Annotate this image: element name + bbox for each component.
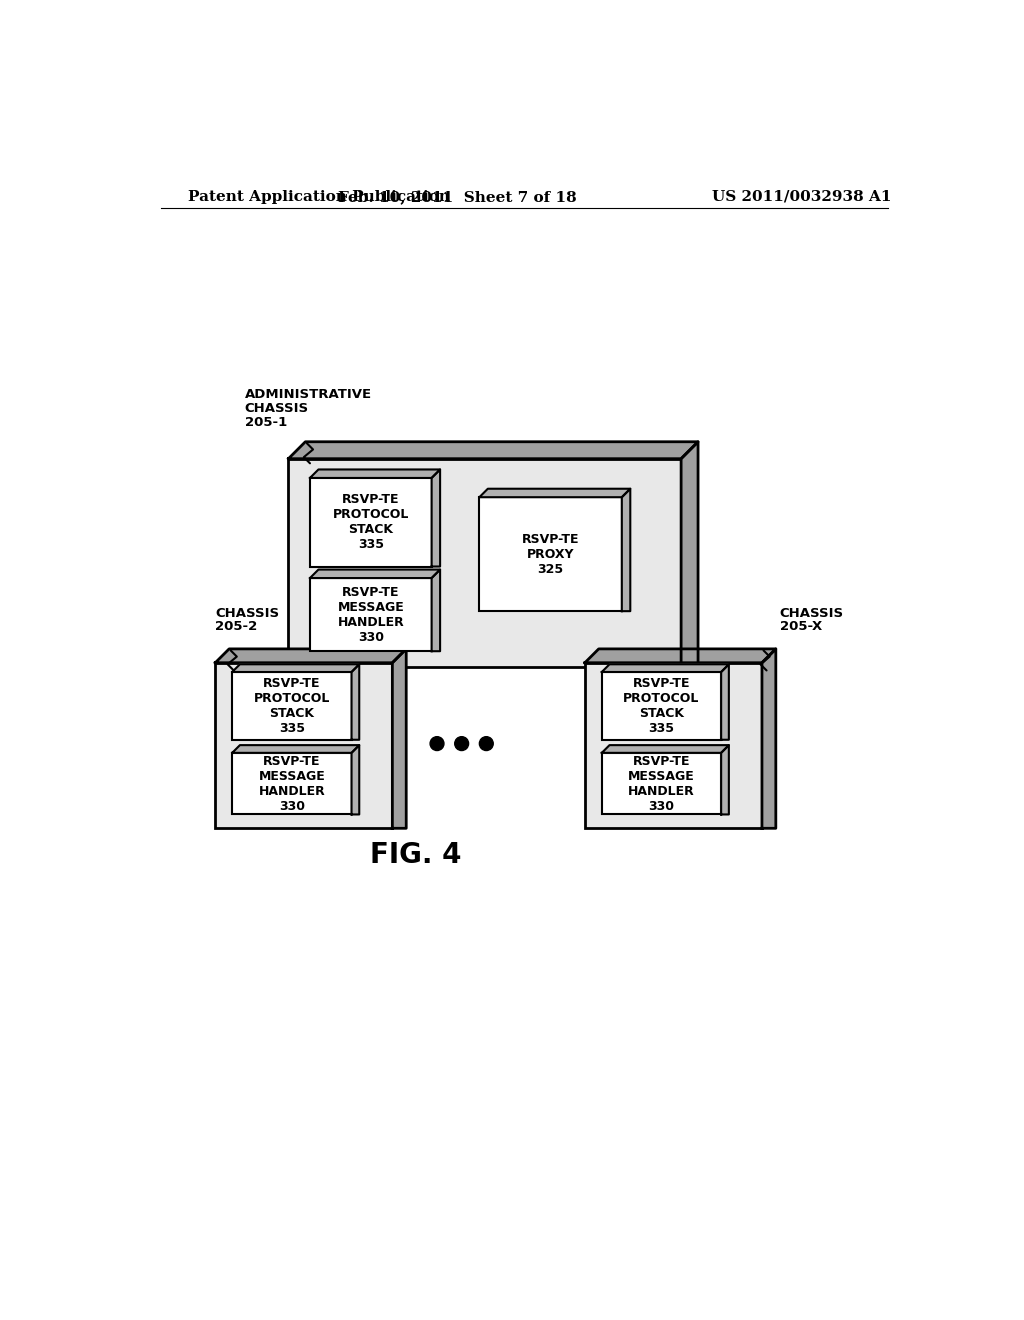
Text: RSVP-TE
PROXY
325: RSVP-TE PROXY 325 <box>522 533 580 576</box>
Polygon shape <box>351 744 359 814</box>
Polygon shape <box>351 664 359 739</box>
Text: 205-X: 205-X <box>779 620 822 634</box>
Polygon shape <box>432 570 440 651</box>
Text: ADMINISTRATIVE: ADMINISTRATIVE <box>245 388 372 401</box>
Polygon shape <box>392 649 407 829</box>
Polygon shape <box>721 744 729 814</box>
Text: RSVP-TE
MESSAGE
HANDLER
330: RSVP-TE MESSAGE HANDLER 330 <box>628 755 695 813</box>
Text: US 2011/0032938 A1: US 2011/0032938 A1 <box>712 190 892 203</box>
Polygon shape <box>232 664 359 672</box>
Bar <box>289 459 681 667</box>
Polygon shape <box>681 442 698 667</box>
Circle shape <box>479 737 494 751</box>
Circle shape <box>430 737 444 751</box>
Text: RSVP-TE
PROTOCOL
STACK
335: RSVP-TE PROTOCOL STACK 335 <box>254 677 330 735</box>
Polygon shape <box>479 488 631 498</box>
Polygon shape <box>310 470 440 478</box>
Text: 205-1: 205-1 <box>245 416 287 429</box>
Polygon shape <box>585 649 776 663</box>
Text: FIG. 4: FIG. 4 <box>370 841 461 870</box>
Text: Feb. 10, 2011  Sheet 7 of 18: Feb. 10, 2011 Sheet 7 of 18 <box>339 190 578 203</box>
Bar <box>232 672 351 739</box>
Bar <box>215 663 392 829</box>
Bar <box>232 752 351 814</box>
Polygon shape <box>432 470 440 566</box>
Text: 205-2: 205-2 <box>215 620 257 634</box>
Polygon shape <box>622 488 631 611</box>
Bar <box>585 663 762 829</box>
Polygon shape <box>602 664 729 672</box>
Polygon shape <box>289 442 698 459</box>
Bar <box>479 498 622 611</box>
Polygon shape <box>232 744 359 752</box>
Text: Patent Application Publication: Patent Application Publication <box>188 190 451 203</box>
Text: RSVP-TE
MESSAGE
HANDLER
330: RSVP-TE MESSAGE HANDLER 330 <box>338 586 404 644</box>
Text: CHASSIS: CHASSIS <box>215 607 280 619</box>
Text: RSVP-TE
MESSAGE
HANDLER
330: RSVP-TE MESSAGE HANDLER 330 <box>258 755 326 813</box>
Polygon shape <box>310 570 440 578</box>
Polygon shape <box>602 744 729 752</box>
Bar <box>310 578 432 651</box>
Text: CHASSIS: CHASSIS <box>779 607 844 619</box>
Polygon shape <box>762 649 776 829</box>
Circle shape <box>455 737 469 751</box>
Bar <box>602 672 721 739</box>
Text: RSVP-TE
PROTOCOL
STACK
335: RSVP-TE PROTOCOL STACK 335 <box>624 677 699 735</box>
Bar <box>310 478 432 566</box>
Polygon shape <box>215 649 407 663</box>
Text: RSVP-TE
PROTOCOL
STACK
335: RSVP-TE PROTOCOL STACK 335 <box>333 494 409 552</box>
Bar <box>602 752 721 814</box>
Text: CHASSIS: CHASSIS <box>245 401 308 414</box>
Polygon shape <box>721 664 729 739</box>
